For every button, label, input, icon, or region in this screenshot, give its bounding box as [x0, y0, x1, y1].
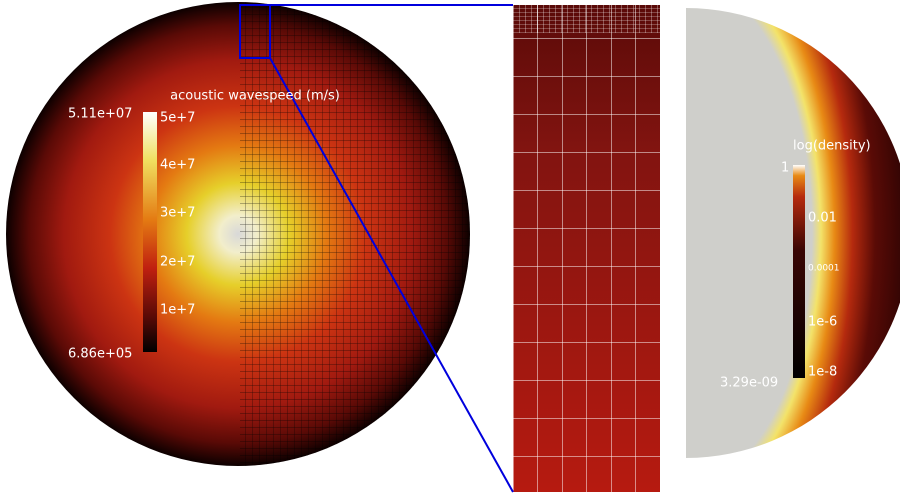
colorbar-max: 5.11e+07: [68, 107, 132, 122]
density-colorbar: log(density) 1 0.01 0.0001 1e-6 1e-8 3.2…: [720, 139, 871, 391]
zoom-panel: [513, 5, 660, 492]
tick-label: 3e+7: [160, 206, 195, 221]
colorbar-min: 6.86e+05: [68, 347, 132, 362]
tick-label: 5e+7: [160, 111, 195, 126]
tick-label: 2e+7: [160, 255, 195, 270]
tick-label: 1e+7: [160, 303, 195, 318]
tick-label: 1e-6: [808, 315, 837, 330]
wavespeed-sphere: [6, 2, 470, 466]
colorbar-title: log(density): [793, 139, 871, 154]
wavespeed-colorbar: acoustic wavespeed (m/s) 5.11e+07 6.86e+…: [68, 89, 340, 362]
tick-label: 0.0001: [808, 264, 840, 274]
colorbar-min: 3.29e-09: [720, 376, 778, 391]
tick-label: 1e-8: [808, 365, 837, 380]
tick-label: 1: [781, 161, 789, 176]
colorbar-title: acoustic wavespeed (m/s): [170, 89, 340, 104]
tick-label: 0.01: [808, 211, 837, 226]
zoom-indicator: [239, 4, 514, 493]
tick-label: 4e+7: [160, 158, 195, 173]
